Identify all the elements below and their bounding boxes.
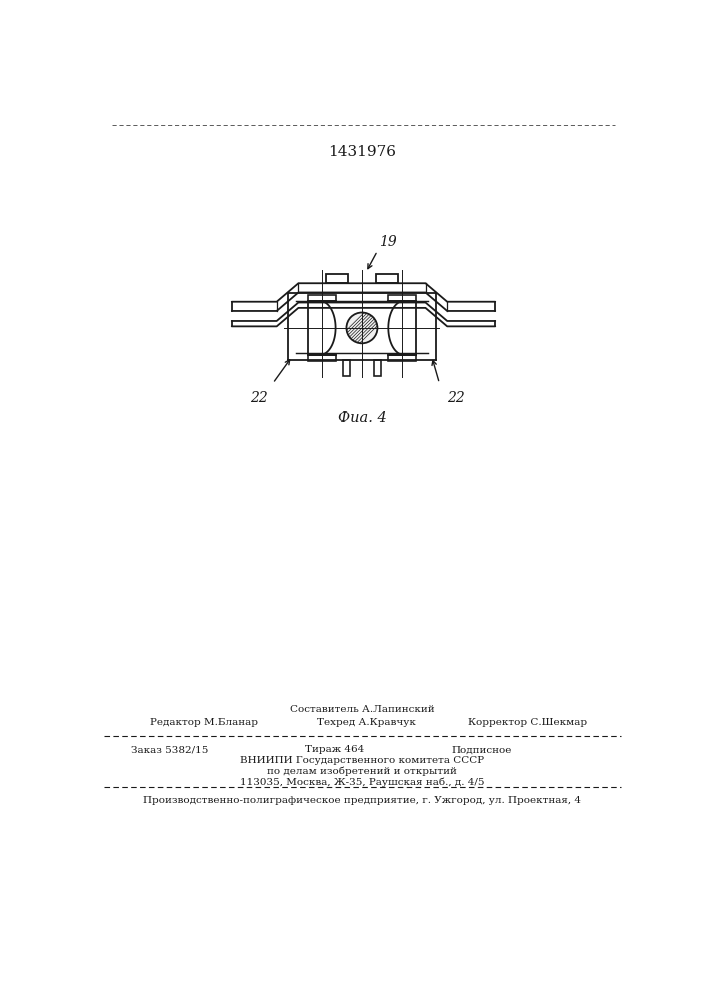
- Bar: [373, 360, 381, 376]
- Text: Составитель А.Лапинский: Составитель А.Лапинский: [290, 705, 434, 714]
- Bar: [376, 274, 397, 283]
- Text: Редактор М.Бланар: Редактор М.Бланар: [151, 718, 258, 727]
- Text: Производственно-полиграфическое предприятие, г. Ужгород, ул. Проектная, 4: Производственно-полиграфическое предприя…: [143, 796, 581, 805]
- Bar: [327, 274, 348, 283]
- Text: 22: 22: [250, 391, 267, 405]
- Bar: [343, 360, 351, 376]
- Text: Фиа. 4: Фиа. 4: [337, 411, 386, 425]
- Text: ВНИИПИ Государственного комитета СССР: ВНИИПИ Государственного комитета СССР: [240, 756, 484, 765]
- Text: Техред А.Кравчук: Техред А.Кравчук: [317, 718, 416, 727]
- Text: 22: 22: [448, 391, 465, 405]
- Text: по делам изобретений и открытий: по делам изобретений и открытий: [267, 767, 457, 776]
- Text: 1431976: 1431976: [328, 145, 396, 159]
- Text: 19: 19: [379, 235, 397, 249]
- Text: Корректор С.Шекмар: Корректор С.Шекмар: [468, 718, 588, 727]
- Bar: [308, 355, 336, 361]
- Bar: [388, 355, 416, 361]
- Text: Подписное: Подписное: [451, 745, 511, 754]
- Text: Тираж 464: Тираж 464: [305, 745, 365, 754]
- Bar: [308, 295, 336, 301]
- Text: Заказ 5382/15: Заказ 5382/15: [131, 745, 209, 754]
- Bar: [388, 295, 416, 301]
- Circle shape: [346, 312, 378, 343]
- Text: 113035, Москва, Ж-35, Раушская наб., д. 4/5: 113035, Москва, Ж-35, Раушская наб., д. …: [240, 778, 484, 787]
